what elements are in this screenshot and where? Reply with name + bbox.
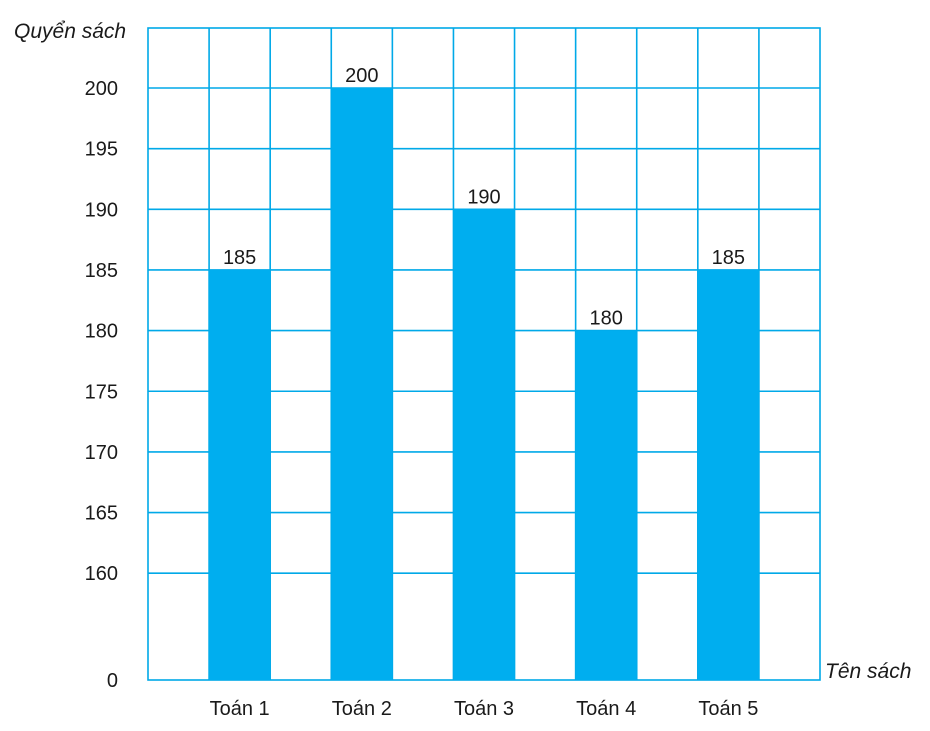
y-tick-label: 195 xyxy=(85,139,118,161)
data-labels: 185 200 190 180 185 xyxy=(223,65,745,330)
data-label: 185 xyxy=(223,247,256,269)
y-tick-label: 180 xyxy=(85,321,118,343)
bar xyxy=(575,330,637,680)
data-label: 185 xyxy=(712,247,745,269)
y-tick-label: 190 xyxy=(85,199,118,221)
y-tick-label: 0 xyxy=(107,670,118,692)
category-label: Toán 3 xyxy=(454,698,514,720)
bar xyxy=(209,269,271,680)
category-labels: Toán 1 Toán 2 Toán 3 Toán 4 Toán 5 xyxy=(210,698,759,720)
category-label: Toán 1 xyxy=(210,698,270,720)
y-tick-label: 185 xyxy=(85,260,118,282)
y-tick-labels: 0 160 165 170 175 180 185 190 195 200 xyxy=(85,78,118,692)
category-label: Toán 5 xyxy=(698,698,758,720)
data-label: 190 xyxy=(467,186,500,208)
y-tick-label: 200 xyxy=(85,78,118,100)
y-axis-title: Quyển sách xyxy=(14,20,126,43)
bars xyxy=(209,88,759,681)
category-label: Toán 4 xyxy=(576,698,636,720)
data-label: 180 xyxy=(589,308,622,330)
bar xyxy=(453,209,515,681)
bar xyxy=(331,88,393,680)
y-tick-label: 160 xyxy=(85,563,118,585)
data-label: 200 xyxy=(345,65,378,87)
y-tick-label: 170 xyxy=(85,442,118,464)
y-tick-label: 175 xyxy=(85,381,118,403)
category-label: Toán 2 xyxy=(332,698,392,720)
y-tick-label: 165 xyxy=(85,503,118,525)
bar xyxy=(697,269,759,680)
x-axis-title: Tên sách xyxy=(825,660,911,683)
